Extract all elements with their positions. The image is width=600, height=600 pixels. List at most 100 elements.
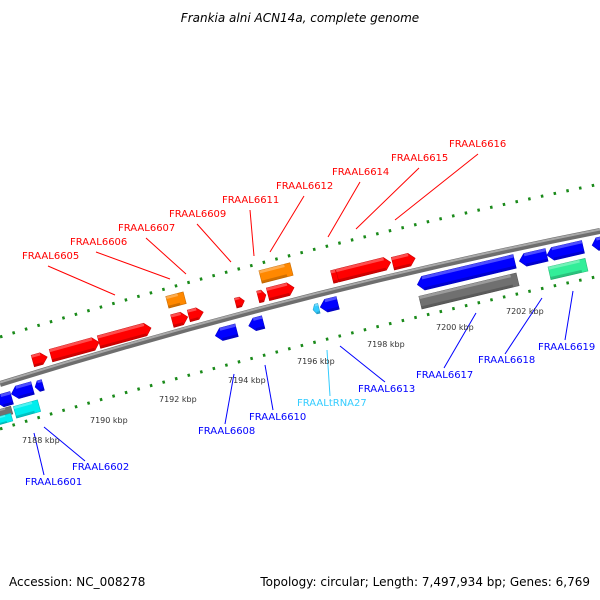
leader-line xyxy=(394,153,479,221)
gene-fraal6610[interactable] xyxy=(247,315,266,332)
gene-shadow xyxy=(553,250,585,261)
gene-label-fraal6617[interactable]: FRAAL6617 xyxy=(416,370,473,381)
leader-line xyxy=(269,195,305,253)
gene-highlight xyxy=(551,240,583,251)
gene-fraal6608[interactable] xyxy=(214,323,239,342)
gene-fraal6613[interactable] xyxy=(319,296,340,313)
gene-body xyxy=(0,391,14,408)
gene-fraal6609[interactable] xyxy=(234,296,245,309)
gene-fraal6614[interactable] xyxy=(335,256,393,283)
gene-shadow xyxy=(39,388,45,392)
gene-fraal6617[interactable] xyxy=(416,254,517,292)
gene-label-fraal6606[interactable]: FRAAL6606 xyxy=(70,237,127,248)
gene-body xyxy=(319,296,340,313)
gene-cyan-1[interactable] xyxy=(12,399,42,419)
gene-highlight xyxy=(170,312,181,318)
gene-body xyxy=(258,262,294,284)
gene-label-fraal6602[interactable]: FRAAL6602 xyxy=(72,462,129,473)
accession-text: Accession: NC_008278 xyxy=(9,575,145,589)
gene-shadow xyxy=(255,325,265,331)
gene-label-fraal6619[interactable]: FRAAL6619 xyxy=(538,342,595,353)
leader-line xyxy=(47,265,116,296)
gene-shadow xyxy=(261,274,288,284)
scale-label: 7200 kbp xyxy=(436,323,474,332)
gene-highlight xyxy=(15,381,32,389)
gene-fraal6602[interactable] xyxy=(10,381,35,400)
gene-fraal6601[interactable] xyxy=(0,391,14,409)
gene-shadow xyxy=(3,401,14,407)
gene-shadow xyxy=(333,279,338,284)
gene-gray-large[interactable] xyxy=(418,272,520,310)
gene-shadow xyxy=(99,333,147,349)
scale-label: 7196 kbp xyxy=(297,357,335,366)
gene-label-fraal6612[interactable]: FRAAL6612 xyxy=(276,181,333,192)
gene-shadow xyxy=(259,299,264,303)
gene-body xyxy=(234,296,245,309)
gene-partial-right[interactable] xyxy=(591,235,600,251)
gene-label-fraal6605[interactable]: FRAAL6605 xyxy=(22,251,79,262)
gene-label-fraal6616[interactable]: FRAAL6616 xyxy=(449,139,506,150)
gene-fraal6612[interactable] xyxy=(265,281,295,302)
gene-body xyxy=(265,282,295,302)
gene-body xyxy=(165,291,187,309)
gene-orange-1[interactable] xyxy=(165,291,187,309)
gene-fraal6607[interactable] xyxy=(170,311,190,328)
scale-label: 7194 kbp xyxy=(228,376,266,385)
scale-label: 7198 kbp xyxy=(367,340,405,349)
gene-highlight xyxy=(0,414,6,419)
gene-label-fraal6610[interactable]: FRAAL6610 xyxy=(249,412,306,423)
gene-shadow xyxy=(550,269,583,280)
leader-line xyxy=(339,345,386,383)
gene-fraal6618[interactable] xyxy=(518,248,549,267)
genome-backbone-highlight xyxy=(0,228,600,384)
gene-highlight xyxy=(219,323,236,331)
gene-label-fraal6601[interactable]: FRAAL6601 xyxy=(25,477,82,488)
gene-shadow xyxy=(327,306,340,313)
leader-line xyxy=(504,297,543,355)
leader-line xyxy=(145,237,187,275)
gene-fraal6611[interactable] xyxy=(256,289,268,304)
gene-label-fraal6609[interactable]: FRAAL6609 xyxy=(169,209,226,220)
gene-label-fraal6611[interactable]: FRAAL6611 xyxy=(222,195,279,206)
gene-highlight xyxy=(418,274,511,300)
gene-label-fraal6615[interactable]: FRAAL6615 xyxy=(391,153,448,164)
gene-label-fraaltrna27[interactable]: FRAALtRNA27 xyxy=(297,398,367,409)
gene-fraal6607b[interactable] xyxy=(186,306,205,323)
gene-label-fraal6613[interactable]: FRAAL6613 xyxy=(358,384,415,395)
gene-body xyxy=(416,254,517,291)
gene-fraal6605[interactable] xyxy=(30,351,49,368)
gene-shadow xyxy=(189,317,199,322)
gene-shadow xyxy=(168,302,181,309)
gene-fraal6606b[interactable] xyxy=(96,322,153,349)
gene-highlight xyxy=(13,401,33,410)
gene-fraal6616[interactable] xyxy=(390,252,416,271)
gene-orange-2[interactable] xyxy=(258,262,294,284)
gene-shadow xyxy=(338,267,387,282)
gene-body xyxy=(48,337,100,363)
gene-fraal6619[interactable] xyxy=(547,258,589,280)
gene-fraal6606[interactable] xyxy=(48,336,101,363)
gene-label-fraal6618[interactable]: FRAAL6618 xyxy=(478,355,535,366)
gene-body xyxy=(418,272,520,310)
gene-small-reverse[interactable] xyxy=(34,379,45,393)
gene-body xyxy=(30,352,48,368)
scale-label: 7188 kbp xyxy=(22,436,60,445)
gene-body xyxy=(312,303,321,315)
leader-line xyxy=(33,432,45,476)
leader-line xyxy=(264,364,274,411)
gene-body xyxy=(214,323,239,341)
gene-shadow xyxy=(526,258,549,267)
gene-highlight xyxy=(330,269,336,274)
gene-fraaltrna27[interactable] xyxy=(312,303,321,315)
leader-line xyxy=(326,349,331,397)
gene-shadow xyxy=(424,265,517,291)
gene-body xyxy=(518,248,549,267)
gene-highlight xyxy=(49,337,93,353)
gene-label-fraal6608[interactable]: FRAAL6608 xyxy=(198,426,255,437)
gene-label-fraal6607[interactable]: FRAAL6607 xyxy=(118,223,175,234)
gene-fraal6618b[interactable] xyxy=(546,240,585,262)
gene-highlight xyxy=(97,323,145,339)
gene-cyan-2[interactable] xyxy=(0,412,14,426)
gene-label-fraal6614[interactable]: FRAAL6614 xyxy=(332,167,389,178)
